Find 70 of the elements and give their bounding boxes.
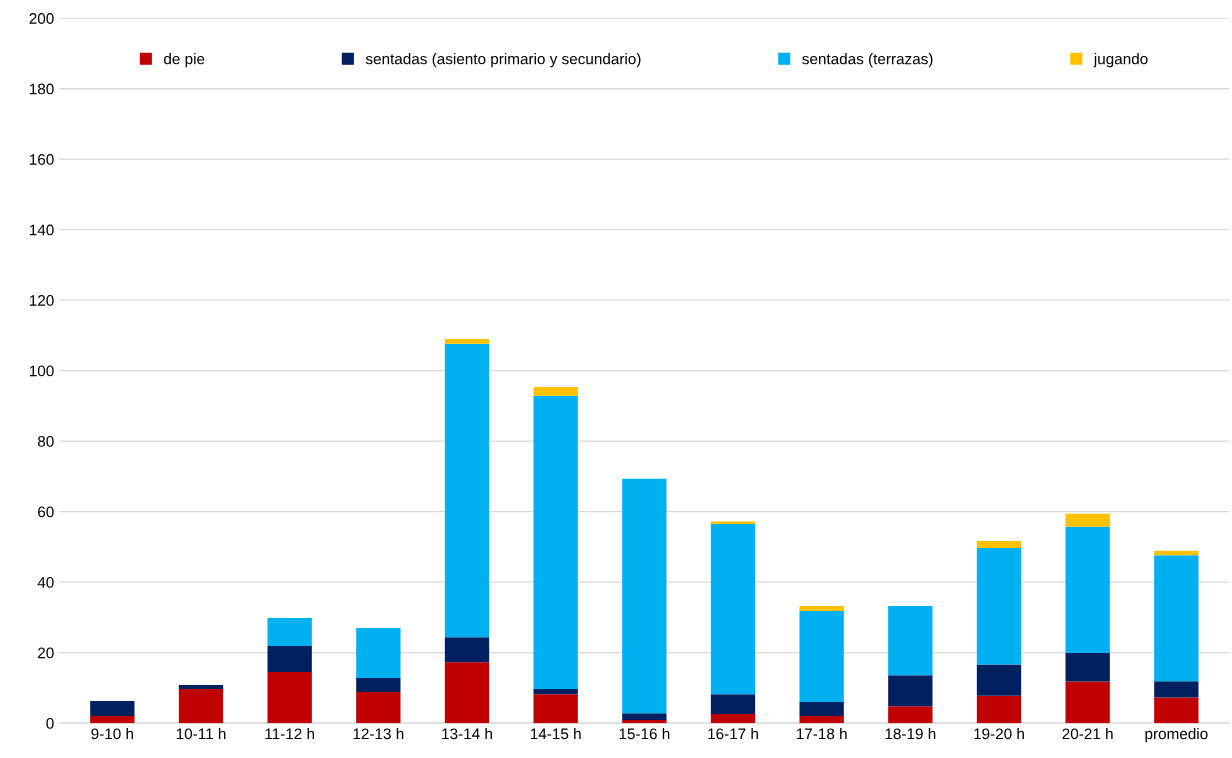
bar xyxy=(799,716,844,724)
bar xyxy=(1154,681,1199,698)
bar xyxy=(533,395,578,689)
bar xyxy=(533,688,578,695)
y-tick-label: 120 xyxy=(29,295,54,306)
y-tick-label: 200 xyxy=(29,13,54,24)
bar xyxy=(799,611,844,702)
x-tick-label: 14-15 h xyxy=(530,727,581,740)
bar xyxy=(888,706,933,724)
bar xyxy=(622,713,667,720)
bar xyxy=(444,662,490,724)
y-tick-label: 140 xyxy=(29,224,54,236)
bar xyxy=(888,675,933,707)
bar xyxy=(178,688,224,724)
bar xyxy=(622,478,667,714)
x-tick-label: 12-13 h xyxy=(353,727,404,740)
x-tick-label: 10-11 h xyxy=(176,727,226,740)
bar xyxy=(1065,526,1110,653)
bar xyxy=(444,343,490,638)
bar xyxy=(710,713,756,724)
y-tick-label: 40 xyxy=(37,577,54,588)
legend-label: de pie xyxy=(164,53,205,68)
bar xyxy=(90,700,135,717)
bar xyxy=(710,694,756,714)
bar xyxy=(533,386,578,396)
bar xyxy=(178,685,224,689)
legend-label: sentadas (terrazas) xyxy=(802,53,933,68)
x-tick-label: 16-17 h xyxy=(708,727,758,740)
bar xyxy=(356,627,401,679)
bar xyxy=(888,606,933,676)
bar xyxy=(976,664,1022,696)
x-tick-label: 15-16 h xyxy=(619,727,670,740)
x-tick-label: 11-12 h xyxy=(265,727,315,740)
bar xyxy=(622,719,667,724)
bar xyxy=(444,637,490,663)
bar xyxy=(799,606,844,612)
x-tick-label: 18-19 h xyxy=(885,727,936,740)
x-tick-label: 17-18 h xyxy=(796,727,847,740)
x-tick-label: 9-10 h xyxy=(91,727,134,740)
x-tick-label: 20-21 h xyxy=(1062,727,1113,740)
bar xyxy=(976,540,1022,548)
bar xyxy=(1154,697,1199,724)
x-tick-label: 19-20 h xyxy=(974,727,1024,740)
x-tick-label: 13-14 h xyxy=(442,727,492,740)
y-tick-label: 0 xyxy=(46,718,54,729)
y-tick-label: 100 xyxy=(29,365,54,377)
y-tick-label: 160 xyxy=(29,154,54,165)
bar xyxy=(1065,681,1110,724)
bar xyxy=(267,672,312,724)
bar xyxy=(976,547,1022,665)
y-tick-label: 80 xyxy=(37,436,54,447)
y-tick-label: 180 xyxy=(29,83,54,95)
legend-label: jugando xyxy=(1093,53,1148,68)
bar xyxy=(356,692,401,724)
bar xyxy=(267,645,312,673)
bar xyxy=(267,618,312,646)
bar xyxy=(356,678,401,693)
bar xyxy=(533,694,578,724)
bar xyxy=(1065,652,1110,682)
x-tick-label: promedio xyxy=(1145,727,1208,743)
bar xyxy=(799,701,844,717)
y-tick-label: 20 xyxy=(38,647,54,659)
y-tick-label: 60 xyxy=(38,506,54,518)
bar xyxy=(90,716,135,724)
bar xyxy=(1154,555,1199,682)
bar xyxy=(444,338,490,344)
bar xyxy=(710,523,756,695)
bar xyxy=(976,695,1022,724)
bar xyxy=(1065,513,1110,527)
legend-label: sentadas (asiento primario y secundario) xyxy=(365,53,641,68)
